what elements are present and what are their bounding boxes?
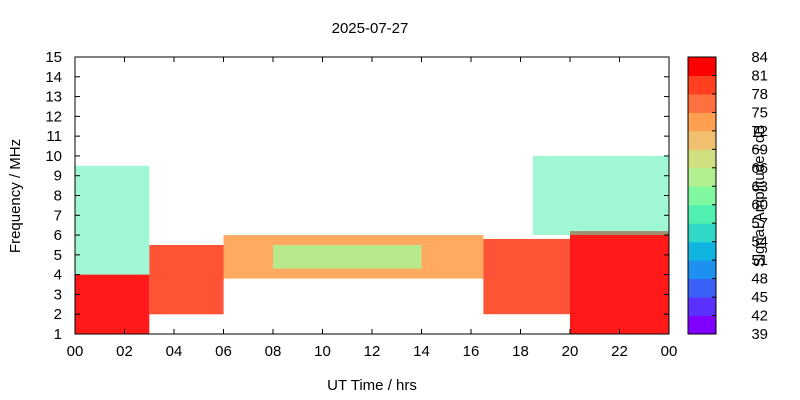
colorbar-tick-label: 78 (751, 86, 768, 103)
colorbar-frame (687, 56, 717, 335)
colorbar-segment (688, 223, 716, 243)
x-axis-ticks: 00 02 04 06 08 10 12 14 16 18 20 22 00 (67, 57, 678, 360)
y-tick-label: 15 (45, 49, 62, 66)
colorbar-tick-label: 54 (751, 234, 768, 251)
colorbar-segment (688, 93, 716, 113)
y-tick-label: 12 (45, 108, 62, 125)
colorbar-segment (688, 278, 716, 298)
colorbar-segment (688, 112, 716, 132)
x-tick-label: 00 (67, 343, 84, 360)
heatmap-region-7 (532, 155, 669, 235)
heatmap-region-1 (149, 245, 224, 315)
colorbar-tick-label: 63 (751, 178, 768, 195)
y-tick-label: 8 (54, 188, 62, 205)
y-tick-label: 9 (54, 168, 62, 185)
y-tick-label: 1 (54, 326, 62, 343)
colorbar-tick-label: 69 (751, 141, 768, 158)
x-axis-title: UT Time / hrs (327, 377, 417, 394)
y-axis-title: Frequency / MHz (7, 139, 24, 253)
colorbar-segment (688, 315, 716, 335)
colorbar (687, 56, 717, 335)
x-tick-label: 00 (661, 343, 678, 360)
x-tick-label: 14 (413, 343, 430, 360)
colorbar-tick-label: 60 (751, 197, 768, 214)
x-tick-label: 08 (265, 343, 282, 360)
x-tick-label: 12 (364, 343, 381, 360)
y-tick-label: 3 (54, 286, 62, 303)
colorbar-tick-label: 39 (751, 326, 768, 343)
colorbar-tick-label: 81 (751, 67, 768, 84)
y-tick-label: 6 (54, 227, 62, 244)
colorbar-title: Signal Amplitude / dB (751, 125, 768, 268)
colorbar-tick-label: 57 (751, 215, 768, 232)
colorbar-segment (688, 149, 716, 169)
x-tick-label: 02 (116, 343, 133, 360)
y-tick-label: 13 (45, 89, 62, 106)
heatmap-region-4 (483, 239, 570, 315)
x-tick-label: 20 (562, 343, 579, 360)
y-tick-label: 7 (54, 207, 62, 224)
colorbar-tick-label: 48 (751, 271, 768, 288)
x-tick-label: 16 (463, 343, 480, 360)
colorbar-segment (688, 260, 716, 280)
colorbar-segment (688, 186, 716, 206)
y-tick-label: 10 (45, 148, 62, 165)
colorbar-segment (688, 204, 716, 224)
x-tick-label: 18 (512, 343, 529, 360)
colorbar-tick-label: 84 (751, 49, 768, 66)
x-tick-label: 22 (611, 343, 628, 360)
colorbar-segment (688, 75, 716, 95)
colorbar-tick-label: 45 (751, 289, 768, 306)
colorbar-segment (688, 130, 716, 150)
heatmap-cells-layer (75, 155, 669, 334)
colorbar-tick-label: 51 (751, 252, 768, 269)
y-tick-label: 4 (54, 267, 62, 284)
colorbar-segment (688, 57, 716, 76)
heatmap-region-6 (75, 165, 150, 275)
colorbar-tick-label: 75 (751, 104, 768, 121)
y-tick-label: 11 (46, 128, 62, 145)
colorbar-segment (688, 241, 716, 261)
heatmap-region-5 (570, 231, 669, 334)
x-tick-label: 06 (215, 343, 232, 360)
colorbar-tick-label: 42 (751, 308, 768, 325)
y-tick-label: 14 (45, 69, 62, 86)
heatmap-region-0 (75, 274, 150, 334)
colorbar-segment (688, 297, 716, 317)
heatmap-region-3 (273, 245, 422, 269)
x-tick-label: 10 (314, 343, 331, 360)
colorbar-tick-label: 72 (751, 123, 768, 140)
colorbar-tick-label: 66 (751, 160, 768, 177)
chart-title: 2025-07-27 (332, 20, 409, 37)
x-tick-label: 04 (166, 343, 183, 360)
colorbar-segment (688, 167, 716, 187)
y-tick-label: 5 (54, 247, 62, 264)
y-tick-label: 2 (54, 306, 62, 323)
